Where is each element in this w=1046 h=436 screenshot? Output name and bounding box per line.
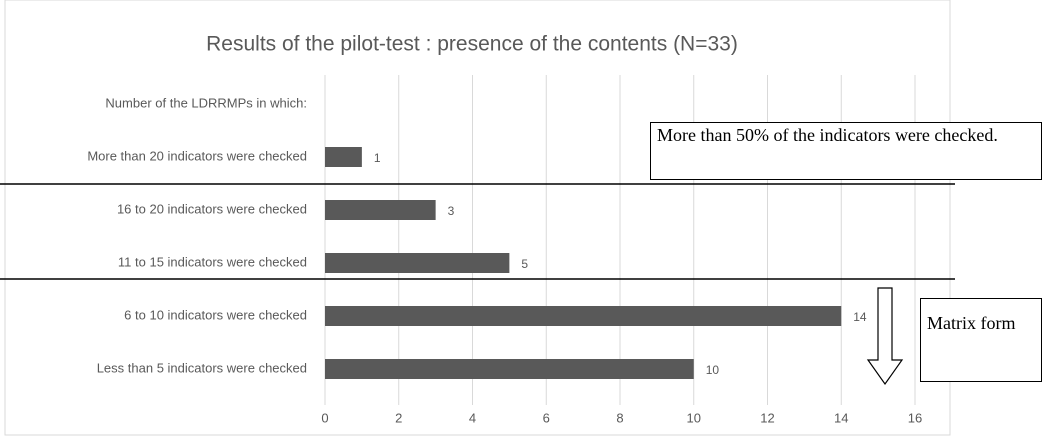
x-tick-label: 2	[395, 410, 402, 425]
x-tick-label: 16	[908, 410, 922, 425]
bar	[325, 253, 510, 273]
value-label: 3	[448, 204, 455, 218]
bar	[325, 147, 362, 167]
y-tick-label: Number of the LDRRMPs in which:	[105, 95, 307, 110]
bar	[325, 306, 842, 326]
x-tick-label: 6	[543, 410, 550, 425]
x-tick-label: 8	[616, 410, 623, 425]
bar	[325, 200, 436, 220]
x-tick-label: 10	[687, 410, 701, 425]
x-tick-label: 14	[834, 410, 848, 425]
value-label: 10	[706, 363, 720, 377]
annotation: More than 50% of the indicators were che…	[650, 122, 1042, 180]
y-tick-label: Less than 5 indicators were checked	[97, 360, 307, 375]
x-tick-label: 4	[469, 410, 476, 425]
y-tick-label: 11 to 15 indicators were checked	[118, 254, 307, 269]
x-tick-label: 0	[321, 410, 328, 425]
bar	[325, 359, 694, 379]
annotation: Matrix form	[920, 298, 1042, 382]
value-label: 14	[853, 310, 867, 324]
arrow	[866, 287, 904, 386]
y-tick-label: 16 to 20 indicators were checked	[117, 201, 307, 216]
y-tick-label: 6 to 10 indicators were checked	[124, 307, 307, 322]
y-tick-label: More than 20 indicators were checked	[87, 148, 307, 163]
chart-title: Results of the pilot-test : presence of …	[206, 33, 738, 56]
x-tick-label: 12	[760, 410, 774, 425]
value-label: 5	[521, 257, 528, 271]
value-label: 1	[374, 151, 381, 165]
